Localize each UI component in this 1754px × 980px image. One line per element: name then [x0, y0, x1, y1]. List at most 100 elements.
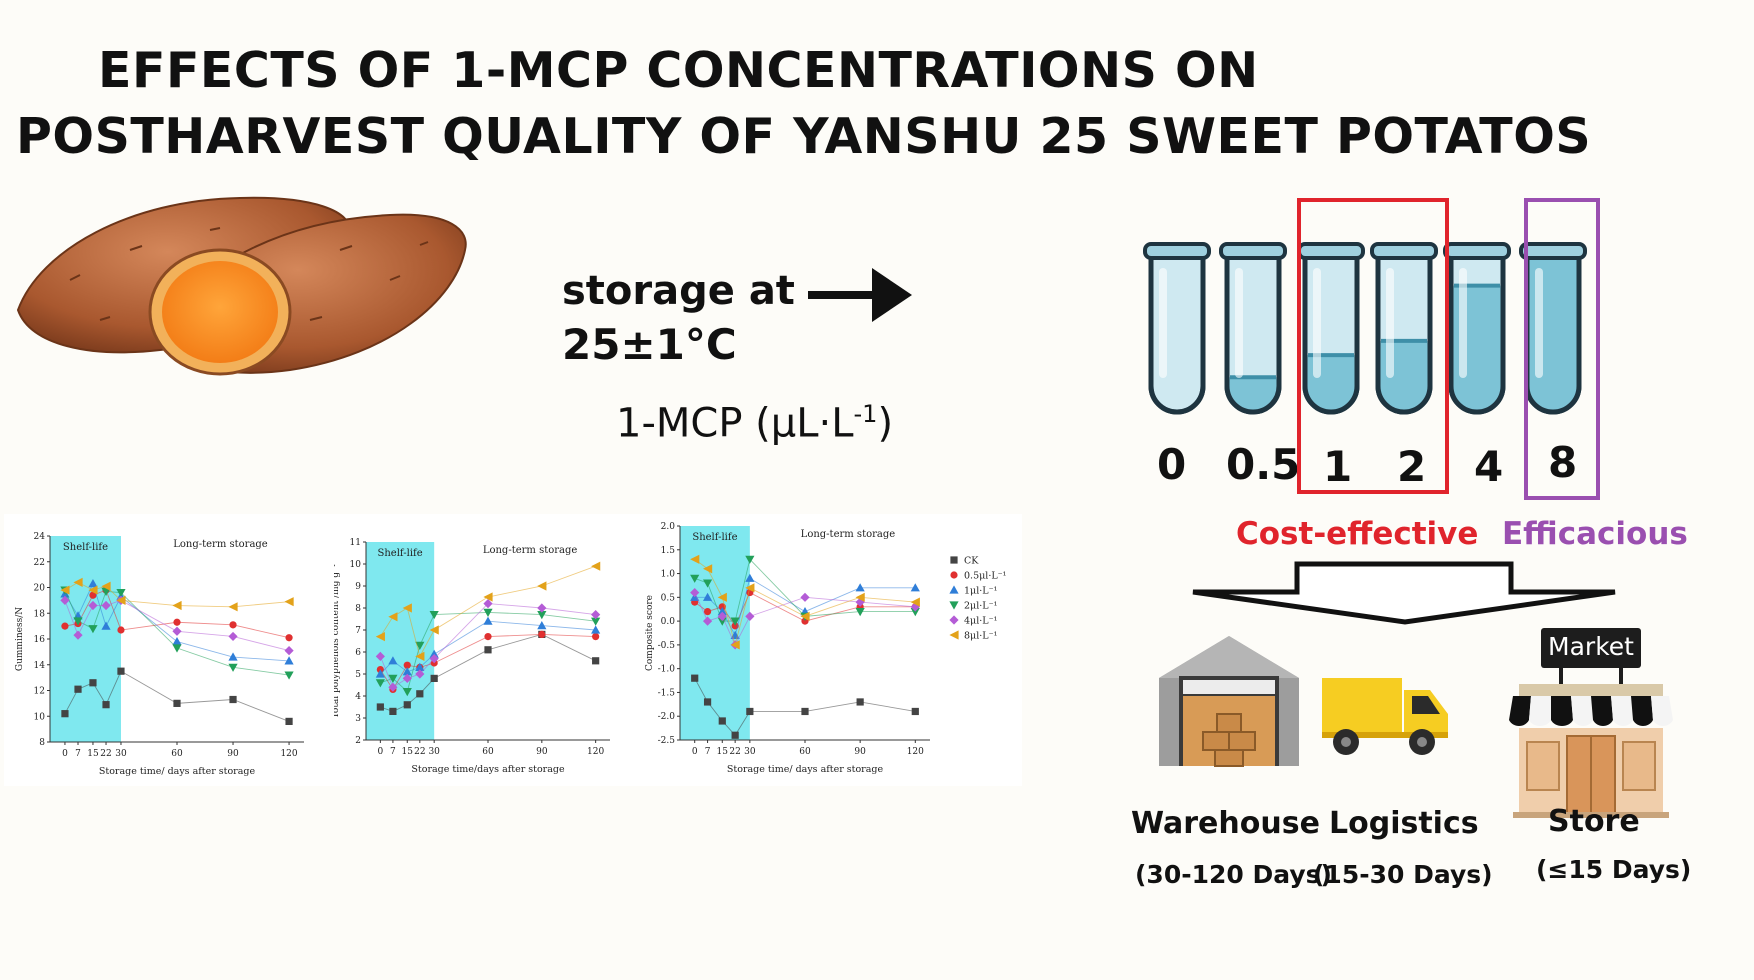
y-tick-label: 6 [355, 648, 361, 658]
data-point [690, 554, 700, 564]
data-point [375, 632, 385, 642]
y-tick-label: -1.0 [658, 665, 676, 675]
x-tick-label: 7 [75, 749, 81, 759]
series-line [64, 599, 290, 652]
test-tube-icon [1297, 242, 1365, 415]
data-point [702, 564, 713, 574]
data-point [591, 610, 601, 620]
shelf-life-band [50, 536, 121, 742]
data-point [74, 685, 82, 693]
title-line-1: EFFECTS OF 1-MCP CONCENTRATIONS ON [98, 42, 1259, 99]
mcp-unit-label: 1-MCP (μL·L-1) [616, 400, 893, 446]
data-point [949, 601, 959, 610]
y-tick-label: 0.5 [661, 593, 676, 603]
truck-icon [1322, 678, 1448, 755]
data-point [88, 585, 98, 595]
series [691, 674, 919, 739]
storage-condition-line2: 25±1°C [562, 320, 737, 369]
data-point [730, 640, 740, 650]
data-point [537, 581, 547, 591]
tube-rim [1519, 242, 1587, 260]
tube-liquid [1451, 285, 1503, 412]
data-point [403, 701, 411, 709]
tube-rim [1219, 242, 1287, 260]
y-tick-label: -2.5 [658, 736, 676, 746]
y-tick-label: 14 [34, 661, 46, 671]
warehouse-label: Warehouse [1131, 806, 1320, 841]
y-tick-label: 1.0 [661, 570, 676, 580]
data-point [228, 652, 238, 661]
data-point [717, 592, 727, 602]
test-tube-icon [1519, 242, 1587, 415]
data-point [403, 661, 411, 669]
concentration-label: 0 [1157, 440, 1187, 489]
y-tick-label: 16 [34, 635, 46, 645]
data-point [483, 608, 493, 617]
data-point [717, 607, 727, 616]
x-tick-label: 60 [482, 747, 494, 757]
x-tick-label: 0 [62, 749, 68, 759]
charts-panel: Shelf-life Long-term storage 8 10 12 14 16 18 20… [4, 514, 1022, 786]
data-point [388, 612, 398, 622]
data-point [801, 707, 809, 716]
data-point [402, 603, 412, 613]
y-axis-label: Composite score [645, 595, 655, 671]
data-point [117, 626, 125, 634]
y-tick-label: 18 [34, 609, 46, 619]
logistics-period: (15-30 Days) [1313, 860, 1493, 889]
concentration-label: 1 [1323, 442, 1353, 491]
long-term-storage-label: Long-term storage [173, 539, 268, 550]
data-point [855, 583, 865, 592]
legend-label: 0.5μl·L⁻¹ [964, 571, 1007, 582]
data-point [430, 674, 438, 682]
data-point [61, 622, 69, 630]
data-point [592, 657, 600, 665]
data-point [415, 651, 425, 661]
y-tick-label: -2.0 [658, 712, 676, 722]
y-axis-label: Total polyphenols content /mg g⁻¹ [334, 564, 341, 719]
series [690, 573, 920, 639]
series [690, 554, 920, 650]
data-point [950, 571, 958, 579]
y-tick-label: 12 [34, 687, 45, 697]
data-point [745, 583, 755, 593]
series [60, 586, 294, 680]
x-tick-label: 60 [171, 749, 183, 759]
data-point [718, 717, 726, 725]
long-term-storage-label: Long-term storage [483, 545, 578, 556]
data-point [284, 671, 294, 680]
market-sign-text: Market [1548, 632, 1634, 661]
data-point [429, 611, 439, 620]
data-point [402, 667, 412, 676]
series [375, 561, 601, 661]
x-tick-label: 15 [717, 747, 729, 757]
y-tick-label: 2.0 [661, 522, 676, 532]
y-tick-label: -0.5 [658, 641, 676, 651]
data-point [284, 656, 294, 665]
shelf-life-band [366, 542, 435, 740]
series [375, 616, 601, 678]
polyphenols-chart: Shelf-life Long-term storage 2 3 4 5 6 7 8 9 10 11 0… [334, 538, 610, 775]
data-point [73, 617, 83, 626]
tube-rim [1370, 242, 1438, 260]
x-tick-label: 15 [87, 749, 99, 759]
tube-rim [1143, 242, 1211, 260]
concentration-label: 0.5 [1226, 440, 1301, 489]
efficacious-highlight-box [1524, 198, 1600, 500]
data-point [591, 625, 601, 634]
data-point [483, 599, 493, 609]
series [60, 577, 294, 612]
x-tick-label: 7 [390, 747, 396, 757]
legend-item: 0.5μl·L⁻¹ [950, 571, 1007, 582]
data-point [73, 577, 83, 587]
y-tick-label: 5 [355, 670, 361, 680]
y-axis-label: Gumminess/N [15, 607, 25, 671]
legend-item: CK [950, 556, 979, 567]
legend-label: 2μl·L⁻¹ [964, 601, 998, 612]
data-point [172, 600, 182, 611]
market-store-icon [1509, 628, 1673, 818]
series-line [64, 589, 290, 676]
y-tick-label: 2 [355, 736, 361, 746]
concentration-label: 2 [1397, 442, 1427, 491]
y-tick-label: 0.0 [661, 617, 676, 627]
